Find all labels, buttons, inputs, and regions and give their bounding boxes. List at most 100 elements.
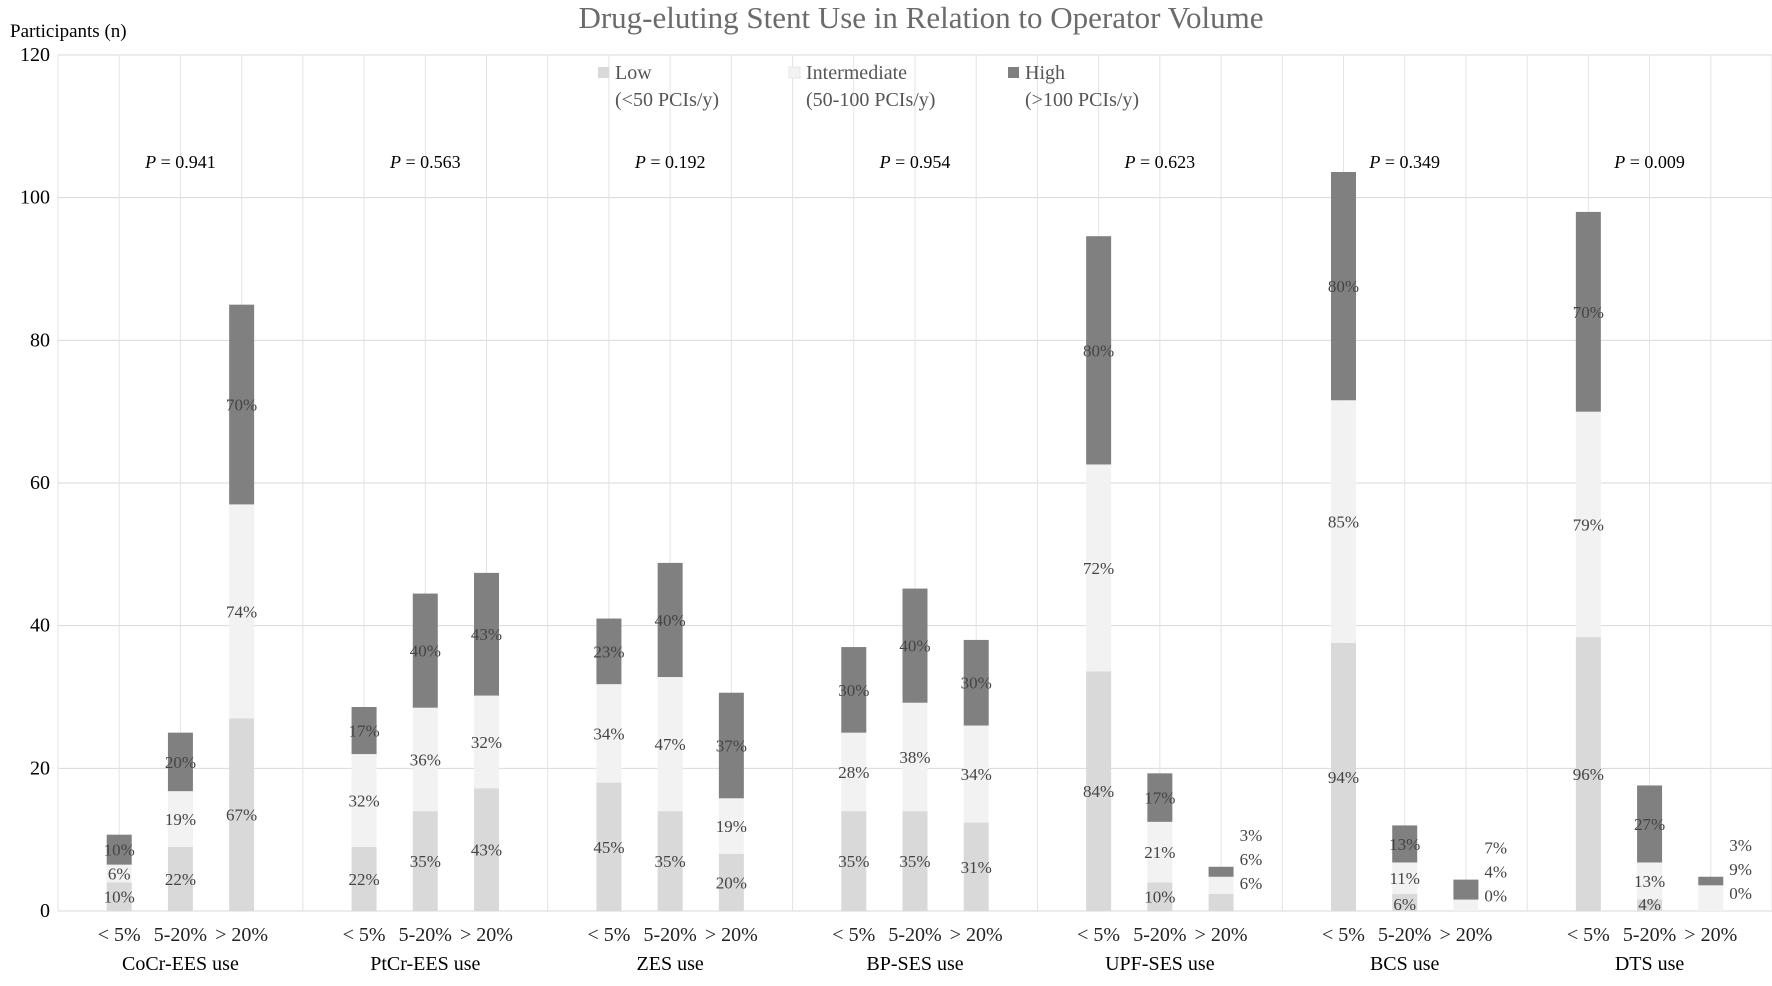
x-subcategory-label: 5-20% — [1378, 924, 1431, 946]
segment-label: 20% — [165, 753, 196, 772]
bar-segment — [167, 846, 193, 911]
p-value-number: = 0.192 — [646, 152, 706, 172]
x-subcategory-label: < 5% — [343, 924, 386, 946]
bar-segment — [106, 882, 132, 911]
bar-segment — [1331, 171, 1356, 401]
x-group-label: CoCr-EES use — [122, 953, 239, 975]
segment-label: 70% — [226, 396, 257, 415]
bar-segment — [718, 798, 744, 854]
x-subcategory-label: 5-20% — [399, 924, 452, 946]
segment-label: 17% — [1144, 789, 1175, 808]
x-subcategory-label: 5-20% — [1133, 924, 1186, 946]
segment-label: 43% — [471, 841, 502, 860]
segment-label: 27% — [1634, 815, 1665, 834]
segment-label: 10% — [1144, 888, 1175, 907]
x-group-label: PtCr-EES use — [370, 953, 480, 975]
bar-segment — [474, 788, 499, 911]
bar-segment — [474, 695, 499, 789]
segment-label: 28% — [838, 763, 869, 782]
segment-label: 0% — [1484, 887, 1507, 906]
bar-segment — [1453, 879, 1479, 900]
segment-label: 34% — [961, 765, 992, 784]
legend-sublabel: (50-100 PCIs/y) — [806, 89, 935, 111]
y-tick-label: 60 — [30, 472, 50, 494]
legend: Low (<50 PCIs/y) Intermediate (50-100 PCIs/… — [598, 62, 1139, 111]
bar-segment — [229, 504, 255, 719]
p-value-number: = 0.954 — [891, 152, 951, 172]
segment-label: 43% — [471, 625, 502, 644]
bar-segment — [596, 618, 622, 685]
segment-label: 40% — [899, 637, 930, 656]
segment-label: 31% — [961, 858, 992, 877]
x-subcategory-label: > 20% — [1684, 924, 1737, 946]
segment-label: 4% — [1638, 895, 1661, 914]
p-value-label: P = 0.349 — [1368, 152, 1440, 172]
segment-label: 94% — [1328, 768, 1359, 787]
bar-segment — [1392, 862, 1418, 894]
segment-label: 23% — [593, 642, 624, 661]
x-subcategory-label: > 20% — [950, 924, 1003, 946]
segment-label: 19% — [716, 817, 747, 836]
segment-label: 80% — [1328, 277, 1359, 296]
x-subcategory-label: < 5% — [587, 924, 630, 946]
bar-segment — [902, 588, 928, 703]
p-value-prefix: P — [389, 152, 401, 172]
legend-label: High — [1025, 62, 1065, 84]
bar-segment — [1575, 637, 1601, 911]
p-value-label: P = 0.954 — [879, 152, 951, 172]
x-subcategory-label: 5-20% — [154, 924, 207, 946]
bar-segment — [351, 846, 377, 911]
y-tick-label: 40 — [30, 615, 50, 637]
segment-label: 45% — [593, 838, 624, 857]
bar-segment — [1453, 899, 1479, 911]
bar-segment — [1208, 876, 1234, 894]
x-subcategory-label: < 5% — [1077, 924, 1120, 946]
bar-segment — [412, 707, 438, 812]
bar-segment — [167, 732, 193, 792]
segment-label: 22% — [348, 870, 379, 889]
bar-segment — [902, 702, 928, 812]
segment-label: 10% — [104, 841, 135, 860]
segment-label: 3% — [1729, 836, 1752, 855]
y-tick-label: 120 — [20, 44, 50, 66]
p-value-prefix: P — [1368, 152, 1380, 172]
bar-segment — [841, 647, 867, 733]
segment-label: 6% — [108, 865, 131, 884]
segment-label: 32% — [471, 733, 502, 752]
x-subcategory-label: > 20% — [1439, 924, 1492, 946]
p-value-number: = 0.623 — [1136, 152, 1196, 172]
y-tick-label: 80 — [30, 329, 50, 351]
bar-segment — [963, 822, 989, 911]
x-group-label: UPF-SES use — [1105, 953, 1215, 975]
legend-swatch — [788, 66, 801, 79]
bar-segment — [596, 684, 622, 783]
bar-segment — [718, 692, 744, 799]
bar-segment — [1208, 866, 1234, 877]
bar-segment — [657, 811, 683, 911]
segment-label: 0% — [1729, 884, 1752, 903]
bar-segment — [1637, 899, 1663, 911]
bar-segment — [1147, 882, 1173, 911]
segment-label: 17% — [348, 722, 379, 741]
legend-sublabel: (<50 PCIs/y) — [615, 89, 719, 111]
bar-segment — [1331, 642, 1356, 911]
bar-segment — [963, 725, 989, 823]
p-value-prefix: P — [879, 152, 891, 172]
p-value-number: = 0.941 — [156, 152, 216, 172]
p-value-prefix: P — [1124, 152, 1136, 172]
segment-label: 6% — [1240, 850, 1263, 869]
bar-segment — [351, 706, 377, 755]
bar-segment — [1331, 400, 1356, 643]
bar-segment — [1086, 236, 1112, 465]
bar-segment — [351, 754, 377, 847]
segment-label: 35% — [410, 852, 441, 871]
segment-label: 6% — [1393, 895, 1416, 914]
bars — [106, 171, 1724, 911]
segment-label: 47% — [655, 735, 686, 754]
segment-label: 21% — [1144, 843, 1175, 862]
segment-label: 35% — [838, 852, 869, 871]
x-group-label: DTS use — [1615, 953, 1685, 975]
bar-segment — [596, 782, 622, 911]
bar-segment — [412, 593, 438, 708]
